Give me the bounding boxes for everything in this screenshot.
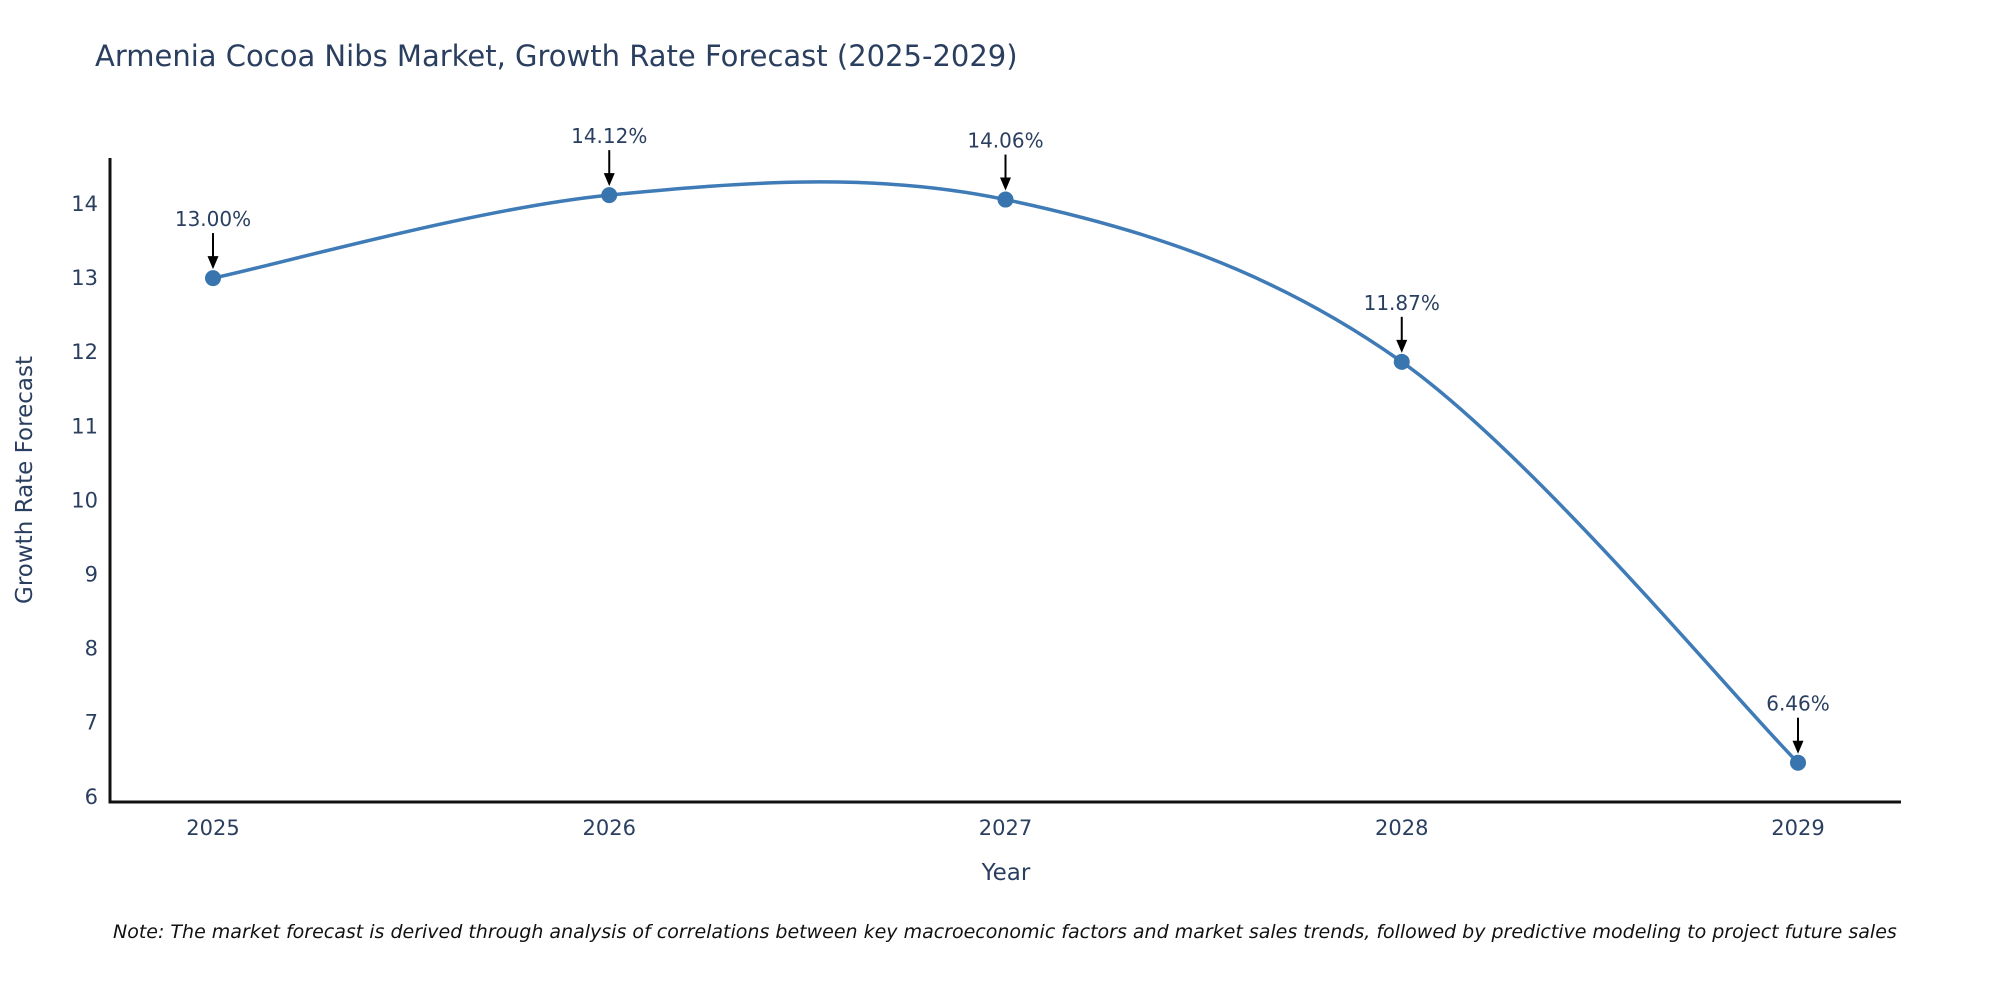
y-tick-label-7: 7 [85, 711, 98, 735]
y-tick-label-14: 14 [71, 192, 98, 216]
x-tick-label-2029: 2029 [1771, 816, 1824, 840]
annotation-arrowhead-2026 [603, 173, 615, 187]
x-tick-label-2027: 2027 [979, 816, 1032, 840]
y-tick-label-13: 13 [71, 266, 98, 290]
data-point-label-2027: 14.06% [967, 129, 1043, 153]
note-text: Note: The market forecast is derived thr… [113, 921, 1897, 943]
data-point-marker-2029 [1790, 754, 1806, 771]
y-tick-label-11: 11 [71, 414, 98, 438]
y-tick-label-12: 12 [71, 340, 98, 364]
x-tick-label-2026: 2026 [583, 816, 636, 840]
data-point-marker-2026 [601, 187, 618, 204]
annotation-arrowhead-2029 [1792, 740, 1804, 754]
y-tick-label-9: 9 [85, 563, 98, 587]
data-point-label-2025: 13.00% [175, 207, 251, 231]
data-point-marker-2027 [997, 191, 1014, 208]
data-point-label-2026: 14.12% [571, 124, 647, 148]
y-axis-title: Growth Rate Forecast [12, 356, 38, 604]
y-tick-label-8: 8 [85, 637, 98, 661]
forecast-series-line [211, 180, 1800, 765]
data-point-marker-2025 [205, 270, 221, 287]
plot-area: 6 7 8 9 10 11 12 13 14 2025 2026 2027 2028 2029 13.00%… [71, 124, 1901, 840]
y-tick-label-10: 10 [71, 488, 98, 512]
x-tick-label-2028: 2028 [1375, 816, 1428, 840]
annotation-arrowhead-2025 [207, 256, 219, 270]
chart-title: Armenia Cocoa Nibs Market, Growth Rate F… [95, 39, 1018, 73]
data-point-marker-2028 [1393, 353, 1410, 370]
y-tick-label-6: 6 [85, 785, 98, 809]
data-point-label-2028: 11.87% [1364, 291, 1440, 315]
data-point-label-2029: 6.46% [1766, 692, 1830, 716]
x-axis-title: Year [981, 860, 1031, 886]
annotation-arrowhead-2028 [1396, 339, 1408, 353]
annotation-arrowhead-2027 [1000, 177, 1011, 191]
x-tick-label-2025: 2025 [186, 816, 239, 840]
